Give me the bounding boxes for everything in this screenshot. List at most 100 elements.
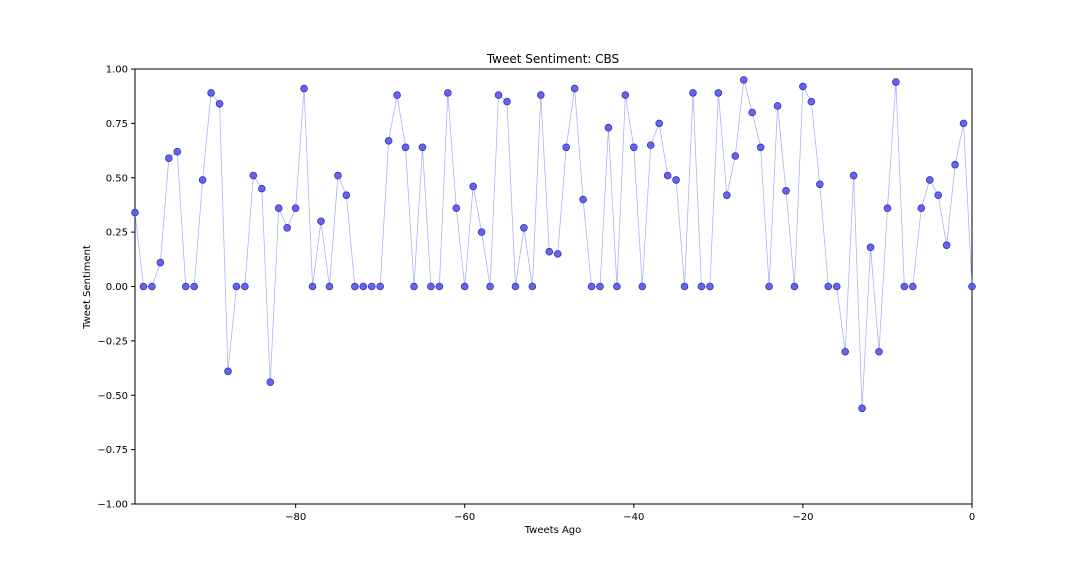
data-point <box>494 91 503 99</box>
data-point <box>537 91 545 99</box>
data-point <box>858 404 866 413</box>
data-point <box>663 171 672 180</box>
data-point <box>866 243 875 252</box>
y-tick-label: −0.75 <box>97 445 128 456</box>
data-point <box>951 160 959 169</box>
y-tick-label: 1.00 <box>106 65 128 76</box>
x-axis-label: Tweets Ago <box>524 525 582 536</box>
data-point <box>198 176 207 184</box>
data-point <box>435 282 444 291</box>
x-tick-label: 0 <box>969 512 975 523</box>
data-point <box>469 182 477 191</box>
y-axis-ticks: −1.00 −0.75 −0.50 −0.25 0.00 0.25 0.50 0.75 1.00 <box>97 65 135 511</box>
data-point <box>680 282 689 291</box>
data-point <box>672 176 680 184</box>
data-point <box>232 282 241 291</box>
data-point <box>689 89 697 97</box>
y-tick-label: 0.75 <box>106 119 128 130</box>
data-point <box>427 282 435 291</box>
data-point <box>384 136 393 145</box>
data-point <box>782 187 790 195</box>
data-point <box>706 282 714 291</box>
data-point <box>875 347 883 356</box>
data-point <box>925 176 934 184</box>
data-point <box>959 119 968 128</box>
data-point <box>883 204 892 213</box>
data-point <box>697 282 706 291</box>
data-point <box>207 89 215 97</box>
data-point <box>444 89 452 97</box>
data-point <box>909 282 917 291</box>
data-point <box>173 147 182 156</box>
data-point <box>511 282 520 291</box>
data-point <box>739 76 748 84</box>
data-point <box>190 282 198 291</box>
plot-area: −80 −60 −40 −20 0 −1.00 −0.75 −0.50 −0.25 0.00 0.… <box>97 65 976 523</box>
data-point <box>807 97 816 106</box>
data-point <box>291 204 300 213</box>
data-point <box>241 282 249 291</box>
data-point <box>342 191 351 199</box>
data-point <box>621 91 630 99</box>
data-point <box>334 171 342 180</box>
data-point <box>266 378 275 387</box>
data-point <box>892 78 900 86</box>
data-point <box>503 97 511 106</box>
data-point <box>131 208 139 217</box>
y-tick-label: −1.00 <box>97 500 128 511</box>
y-axis-label: Tweet Sentiment <box>82 245 93 330</box>
data-point <box>714 89 723 97</box>
y-tick-label: −0.25 <box>97 336 128 347</box>
data-point <box>748 108 756 117</box>
data-point <box>325 282 334 291</box>
data-point <box>452 204 461 213</box>
data-point <box>148 282 156 291</box>
data-point <box>638 282 647 291</box>
data-point <box>410 282 418 291</box>
x-axis-ticks: −80 −60 −40 −20 0 <box>285 504 975 523</box>
data-point <box>393 91 401 99</box>
chart-title: Tweet Sentiment: CBS <box>486 52 619 66</box>
plot-frame <box>134 68 973 505</box>
data-point <box>308 282 317 291</box>
data-point <box>604 123 613 132</box>
data-point <box>224 367 232 376</box>
data-point <box>723 191 731 199</box>
data-point <box>799 82 807 91</box>
data-point <box>934 191 942 199</box>
data-point <box>917 204 926 213</box>
data-point <box>477 228 486 236</box>
data-point <box>418 143 427 152</box>
data-point <box>562 143 570 152</box>
data-point <box>258 184 266 193</box>
data-point <box>596 282 604 291</box>
x-tick-label: −80 <box>285 512 306 523</box>
series-line <box>134 79 973 409</box>
data-point <box>249 171 258 180</box>
data-point <box>545 247 554 256</box>
data-point <box>351 282 359 291</box>
data-point <box>139 282 148 291</box>
data-point <box>790 282 799 291</box>
data-point <box>646 141 655 149</box>
data-point <box>367 282 376 291</box>
data-point <box>181 282 190 291</box>
data-point <box>215 100 224 108</box>
data-point <box>553 250 562 258</box>
data-point <box>816 180 824 189</box>
x-tick-label: −40 <box>623 512 644 523</box>
data-point <box>520 223 528 232</box>
series-layer <box>131 76 976 413</box>
data-point <box>283 223 291 232</box>
y-tick-label: −0.50 <box>97 391 128 402</box>
data-point <box>579 195 587 204</box>
data-point <box>613 282 621 291</box>
data-point <box>300 84 308 93</box>
data-point <box>570 84 579 93</box>
y-tick-label: 0.50 <box>106 173 128 184</box>
data-point <box>731 152 740 160</box>
data-point <box>274 204 283 213</box>
x-tick-label: −60 <box>454 512 475 523</box>
